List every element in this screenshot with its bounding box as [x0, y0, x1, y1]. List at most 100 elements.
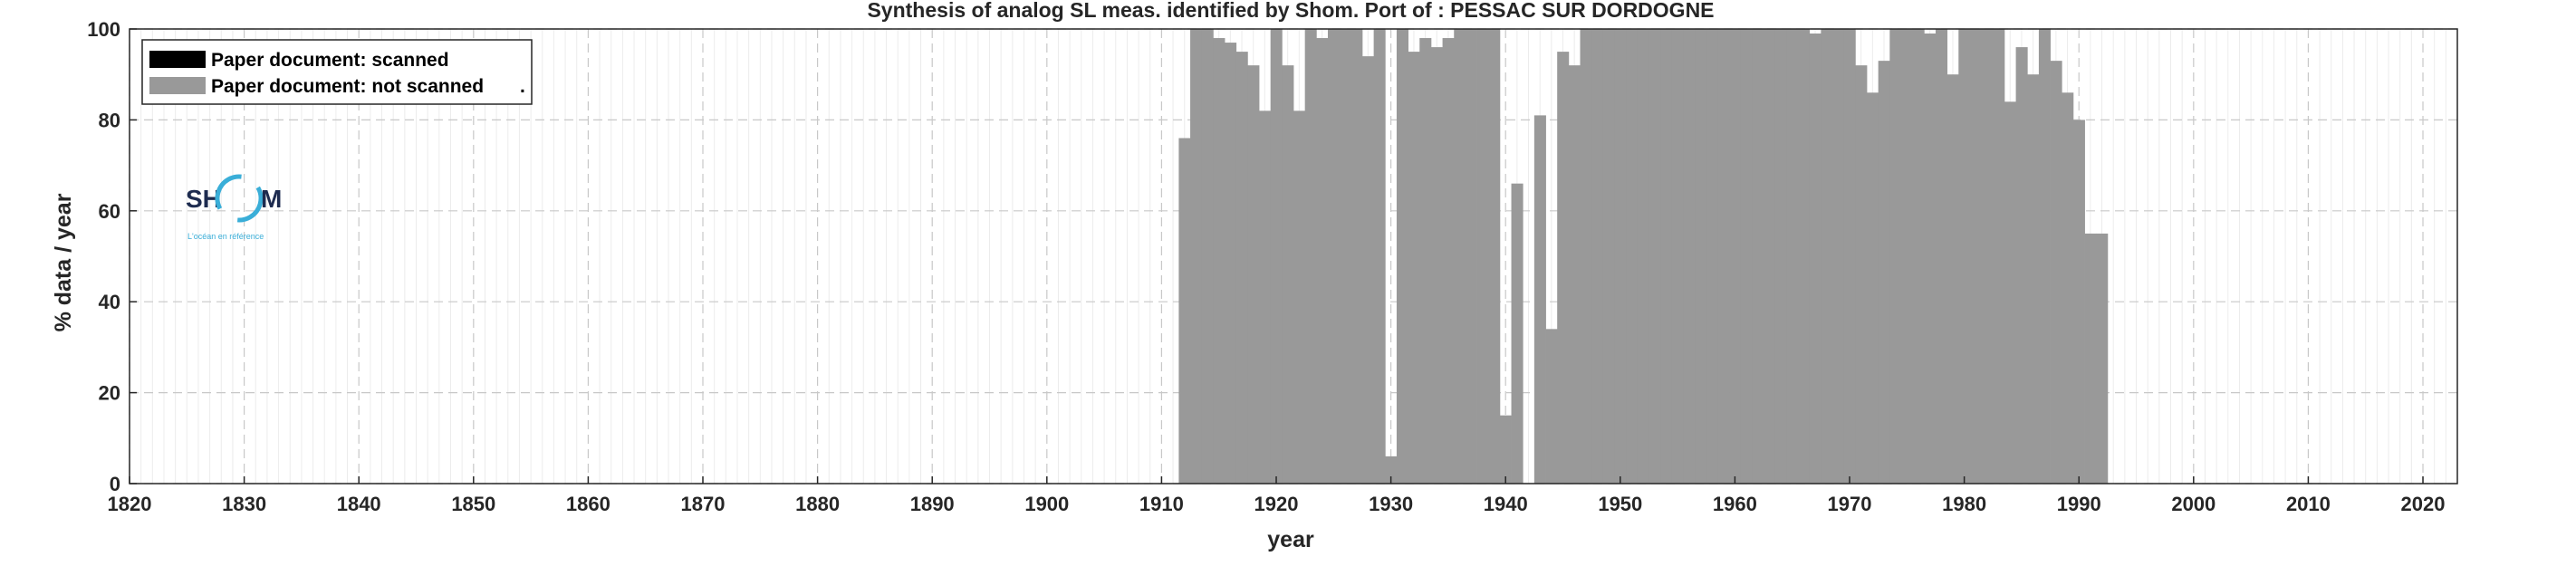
bar-not-scanned-1967 [1809, 34, 1821, 484]
x-tick-label: 2000 [2171, 493, 2216, 515]
bar-not-scanned-1965 [1786, 29, 1799, 484]
x-tick-label: 1990 [2057, 493, 2101, 515]
bar-not-scanned-1984 [2004, 101, 2016, 484]
bar-not-scanned-1966 [1798, 29, 1811, 484]
bar-not-scanned-1933 [1419, 38, 1432, 484]
bar-not-scanned-1982 [1981, 29, 1994, 484]
bar-not-scanned-1915 [1213, 38, 1226, 484]
bar-not-scanned-1917 [1235, 52, 1248, 484]
x-tick-label: 1870 [681, 493, 726, 515]
bar-not-scanned-1936 [1454, 29, 1466, 484]
bar-not-scanned-1914 [1201, 29, 1214, 484]
bar-not-scanned-1948 [1591, 29, 1604, 484]
bar-not-scanned-1929 [1373, 29, 1386, 484]
bar-not-scanned-1954 [1660, 29, 1673, 484]
bar-not-scanned-1972 [1867, 92, 1879, 484]
x-tick-label: 1970 [1828, 493, 1872, 515]
y-tick-label: 100 [87, 18, 120, 41]
x-tick-label: 2010 [2286, 493, 2331, 515]
y-tick-label: 20 [99, 382, 120, 405]
x-tick-label: 1910 [1139, 493, 1184, 515]
bar-not-scanned-1988 [2050, 61, 2062, 484]
x-tick-label: 1860 [566, 493, 610, 515]
bar-not-scanned-1991 [2084, 233, 2097, 484]
legend: Paper document: scanned Paper document: … [141, 39, 533, 105]
bar-not-scanned-1974 [1889, 29, 1902, 484]
bar-not-scanned-1979 [1946, 74, 1959, 484]
legend-swatch-not-scanned [149, 77, 206, 94]
bar-not-scanned-1935 [1442, 38, 1455, 484]
bar-not-scanned-1922 [1293, 110, 1306, 484]
bar-not-scanned-1964 [1774, 29, 1787, 484]
bar-not-scanned-1947 [1580, 29, 1592, 484]
x-tick-label: 1960 [1713, 493, 1757, 515]
bar-not-scanned-1956 [1683, 29, 1696, 484]
bar-not-scanned-1924 [1316, 38, 1329, 484]
logo-ring-icon [215, 174, 264, 223]
bar-not-scanned-1958 [1706, 29, 1718, 484]
bar-not-scanned-1919 [1259, 110, 1272, 484]
logo-tagline: L'océan en référence [187, 232, 264, 241]
bar-not-scanned-1963 [1764, 29, 1776, 484]
bar-not-scanned-1986 [2027, 74, 2040, 484]
x-tick-label: 1830 [222, 493, 266, 515]
x-tick-label: 1950 [1598, 493, 1642, 515]
axes-frame [129, 28, 2458, 484]
legend-swatch-scanned [149, 51, 206, 68]
bar-not-scanned-1978 [1935, 29, 1948, 484]
bar-not-scanned-1913 [1190, 29, 1203, 484]
legend-label-not-scanned: Paper document: not scanned [211, 76, 484, 97]
x-tick-label: 1820 [108, 493, 152, 515]
y-tick-label: 40 [99, 291, 120, 313]
bars [1178, 29, 2109, 484]
bar-not-scanned-1931 [1396, 29, 1409, 484]
bar-not-scanned-1975 [1900, 29, 1914, 484]
bar-not-scanned-1968 [1821, 29, 1833, 484]
bar-not-scanned-1950 [1614, 29, 1627, 484]
bar-not-scanned-1934 [1430, 47, 1443, 484]
bar-not-scanned-1962 [1752, 29, 1764, 484]
bar-not-scanned-1959 [1717, 29, 1730, 484]
bar-not-scanned-1944 [1545, 329, 1558, 484]
bar-not-scanned-1983 [1993, 29, 2005, 484]
x-tick-label: 1930 [1369, 493, 1413, 515]
x-tick-label: 2020 [2401, 493, 2446, 515]
bar-not-scanned-1912 [1178, 138, 1191, 484]
shom-logo: SH M L'océan en référence [186, 174, 282, 241]
bar-not-scanned-1981 [1969, 29, 1983, 484]
bar-not-scanned-1937 [1465, 29, 1477, 484]
bar-not-scanned-1973 [1878, 61, 1890, 484]
bar-not-scanned-1943 [1533, 115, 1546, 484]
bar-not-scanned-1939 [1488, 29, 1501, 484]
bar-not-scanned-1921 [1282, 65, 1294, 484]
chart-title: Synthesis of analog SL meas. identified … [867, 0, 1714, 22]
legend-suffix: . [520, 76, 525, 97]
x-tick-label: 1850 [451, 493, 495, 515]
bar-not-scanned-1990 [2072, 120, 2085, 484]
bar-not-scanned-1932 [1408, 52, 1420, 484]
bar-not-scanned-1970 [1843, 29, 1856, 484]
bar-not-scanned-1980 [1958, 29, 1971, 484]
x-axis-label: year [1267, 527, 1314, 552]
bar-not-scanned-1927 [1350, 29, 1363, 484]
bar-not-scanned-1946 [1568, 65, 1581, 484]
y-axis-label: % data / year [51, 193, 76, 331]
x-tick-label: 1840 [337, 493, 381, 515]
bar-not-scanned-1985 [2015, 47, 2028, 484]
bar-not-scanned-1920 [1270, 29, 1283, 484]
bar-not-scanned-1952 [1637, 29, 1649, 484]
bar-not-scanned-1957 [1695, 29, 1707, 484]
bar-not-scanned-1940 [1499, 415, 1512, 484]
bar-not-scanned-1989 [2062, 92, 2074, 484]
bar-not-scanned-1977 [1924, 34, 1937, 484]
bar-not-scanned-1961 [1740, 29, 1753, 484]
bar-not-scanned-1976 [1912, 29, 1925, 484]
bar-not-scanned-1992 [2096, 233, 2109, 484]
legend-box [141, 39, 533, 105]
x-ticks: 1820 1830 1840 1850 1860 1870 1880 1890 1900 1910… [108, 476, 2446, 515]
x-tick-label: 1880 [795, 493, 840, 515]
bar-not-scanned-1928 [1361, 56, 1375, 484]
y-tick-label: 80 [99, 109, 120, 131]
logo-text-left: SH [186, 185, 221, 213]
